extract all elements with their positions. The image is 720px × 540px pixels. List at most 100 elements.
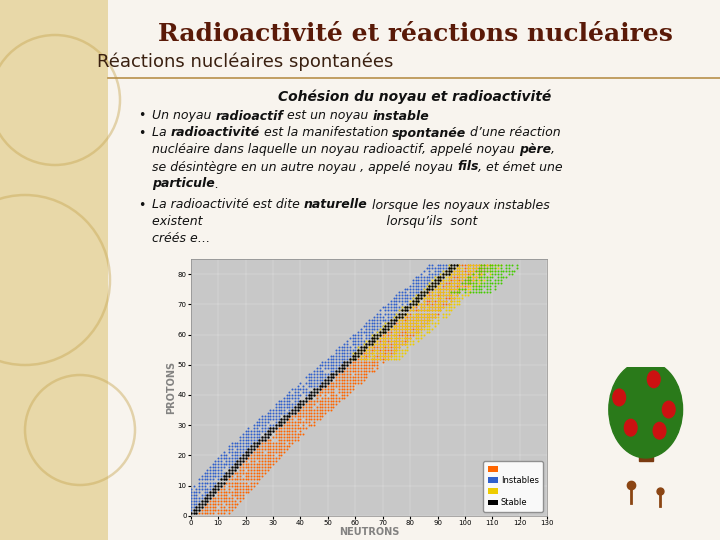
Point bbox=[413, 321, 424, 330]
Point bbox=[435, 291, 446, 300]
Point bbox=[429, 276, 441, 285]
Point bbox=[341, 390, 353, 399]
Point bbox=[435, 270, 446, 279]
Point bbox=[446, 279, 457, 288]
Point bbox=[259, 427, 271, 436]
Point bbox=[462, 273, 474, 282]
Point bbox=[385, 315, 397, 324]
Point bbox=[464, 267, 476, 275]
Point bbox=[212, 460, 224, 469]
Point bbox=[410, 309, 421, 318]
Point bbox=[352, 367, 364, 375]
Point bbox=[235, 490, 246, 499]
Point bbox=[432, 300, 444, 309]
Point bbox=[443, 270, 454, 279]
Point bbox=[413, 325, 424, 333]
Point bbox=[435, 285, 446, 294]
Point bbox=[372, 336, 383, 345]
Point bbox=[476, 261, 487, 269]
Point bbox=[451, 282, 462, 291]
Point bbox=[379, 321, 391, 330]
Point bbox=[325, 394, 336, 402]
Point bbox=[379, 330, 391, 339]
Point bbox=[396, 306, 408, 315]
Point bbox=[443, 267, 454, 275]
Point bbox=[440, 309, 451, 318]
Point bbox=[306, 379, 318, 387]
Point bbox=[248, 442, 260, 450]
Point bbox=[470, 264, 482, 273]
Point bbox=[440, 267, 451, 275]
Point bbox=[248, 472, 260, 481]
Point bbox=[492, 264, 503, 273]
Point bbox=[344, 352, 356, 360]
Point bbox=[202, 472, 213, 481]
Point bbox=[210, 496, 221, 505]
Point bbox=[361, 357, 372, 366]
Point bbox=[246, 484, 257, 493]
Point bbox=[287, 403, 298, 411]
Point bbox=[435, 294, 446, 303]
Point bbox=[443, 306, 454, 315]
Point bbox=[432, 318, 444, 327]
Point bbox=[402, 315, 413, 324]
Point bbox=[218, 451, 230, 460]
Point bbox=[372, 354, 383, 363]
Point bbox=[364, 325, 375, 333]
Point bbox=[202, 496, 213, 505]
Point bbox=[212, 478, 224, 487]
Point bbox=[432, 312, 444, 321]
Point bbox=[246, 457, 257, 465]
Point bbox=[330, 352, 342, 360]
Point bbox=[352, 373, 364, 381]
Point bbox=[423, 297, 435, 306]
Point bbox=[396, 339, 408, 348]
Point bbox=[459, 270, 471, 279]
Point bbox=[464, 276, 476, 285]
Point bbox=[495, 276, 506, 285]
Point bbox=[218, 469, 230, 478]
Point bbox=[284, 442, 295, 450]
Point bbox=[352, 342, 364, 351]
Point bbox=[202, 490, 213, 499]
Point bbox=[207, 500, 218, 508]
Point bbox=[276, 433, 287, 442]
Point bbox=[273, 451, 284, 460]
Point bbox=[396, 325, 408, 333]
Point bbox=[196, 484, 207, 493]
Point bbox=[396, 312, 408, 321]
Point bbox=[349, 342, 361, 351]
Point bbox=[270, 442, 282, 450]
Point bbox=[240, 451, 251, 460]
Point bbox=[426, 288, 438, 296]
Point bbox=[470, 285, 482, 294]
Point bbox=[344, 357, 356, 366]
Point bbox=[388, 346, 400, 354]
Point bbox=[382, 352, 394, 360]
Point bbox=[361, 321, 372, 330]
Point bbox=[314, 367, 325, 375]
Point bbox=[303, 403, 315, 411]
Point bbox=[240, 439, 251, 448]
Point bbox=[306, 394, 318, 402]
Point bbox=[284, 415, 295, 423]
Point bbox=[235, 442, 246, 450]
Point bbox=[235, 457, 246, 465]
Point bbox=[253, 442, 265, 450]
Point bbox=[385, 336, 397, 345]
Point bbox=[467, 273, 479, 282]
Point bbox=[215, 496, 227, 505]
Point bbox=[300, 394, 312, 402]
Point bbox=[218, 472, 230, 481]
Point bbox=[415, 327, 427, 336]
Point bbox=[256, 463, 268, 472]
Point bbox=[402, 318, 413, 327]
Point bbox=[443, 264, 454, 273]
Point bbox=[462, 261, 474, 269]
Point bbox=[429, 288, 441, 296]
Point bbox=[204, 469, 216, 478]
Point bbox=[369, 357, 380, 366]
Point bbox=[221, 496, 233, 505]
Point bbox=[402, 342, 413, 351]
Point bbox=[470, 276, 482, 285]
